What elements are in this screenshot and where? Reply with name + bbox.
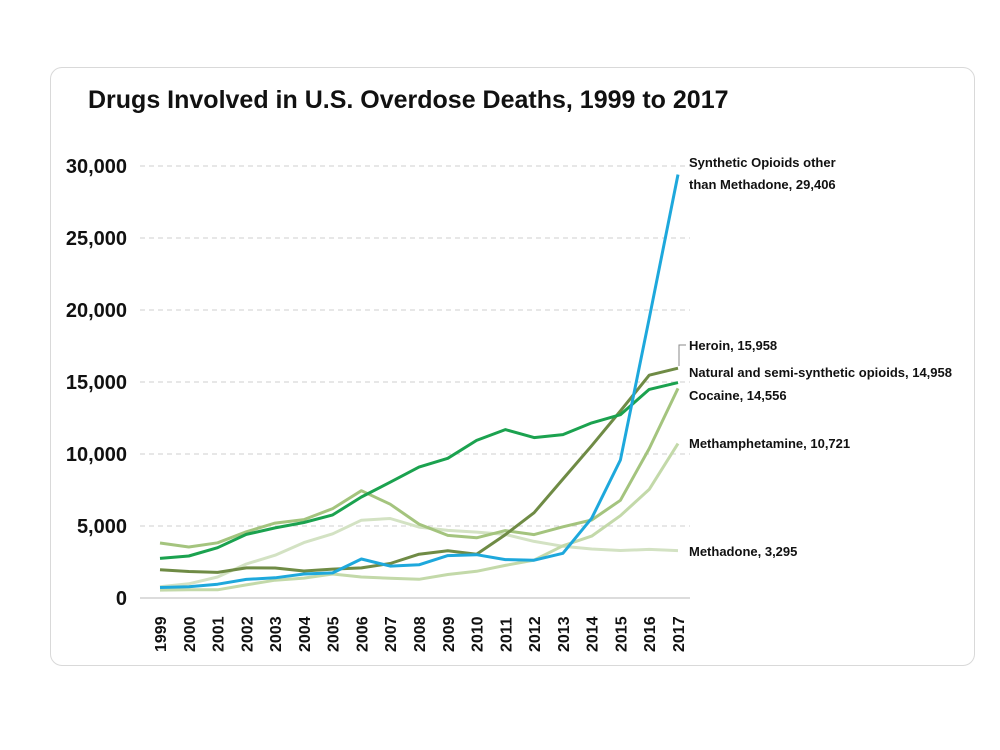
series-line-heroin [159, 366, 679, 574]
y-tick-label: 25,000 [66, 228, 127, 250]
series-label: Synthetic Opioids other [689, 155, 836, 170]
series-line-synthetic-opioids-other-than-methadone [159, 174, 680, 589]
y-tick-label: 30,000 [66, 156, 127, 178]
x-tick-label: 2014 [585, 616, 602, 652]
x-tick-label: 2012 [527, 616, 544, 652]
x-tick-label: 2015 [613, 616, 630, 652]
series-label: Methadone, 3,295 [689, 544, 797, 559]
y-tick-label: 15,000 [66, 372, 127, 394]
x-tick-label: 1999 [153, 616, 170, 652]
y-tick-label: 0 [116, 588, 127, 610]
x-tick-label: 2010 [470, 616, 487, 652]
x-tick-label: 2013 [556, 616, 573, 652]
series-label: Natural and semi-synthetic opioids, 14,9… [689, 365, 952, 380]
series-label: Methamphetamine, 10,721 [689, 436, 850, 451]
series-line-methamphetamine [159, 442, 680, 592]
chart-title: Drugs Involved in U.S. Overdose Deaths, … [88, 86, 729, 114]
x-tick-label: 2011 [498, 617, 515, 652]
x-tick-label: 2004 [297, 616, 314, 652]
heroin-leader-line [678, 344, 686, 366]
series-label: Cocaine, 14,556 [689, 388, 787, 403]
x-tick-label: 2005 [326, 616, 343, 652]
x-tick-label: 2001 [211, 616, 228, 652]
x-tick-label: 2009 [441, 616, 458, 652]
series-line-natural-and-semi-synthetic-opioids [159, 381, 679, 560]
x-tick-label: 2008 [412, 616, 429, 652]
x-tick-label: 2007 [383, 616, 400, 652]
chart-card [50, 67, 975, 666]
y-tick-label: 20,000 [66, 300, 127, 322]
x-tick-label: 2003 [268, 616, 285, 652]
x-tick-label: 2006 [354, 616, 371, 652]
y-tick-label: 5,000 [77, 516, 127, 538]
y-tick-label: 10,000 [66, 444, 127, 466]
x-tick-label: 2002 [239, 616, 256, 652]
x-tick-label: 2017 [671, 616, 688, 652]
x-tick-label: 2016 [642, 616, 659, 652]
series-label: Heroin, 15,958 [689, 338, 777, 353]
series-line-methadone [159, 517, 679, 589]
x-tick-label: 2000 [182, 616, 199, 652]
series-label: than Methadone, 29,406 [689, 177, 836, 192]
